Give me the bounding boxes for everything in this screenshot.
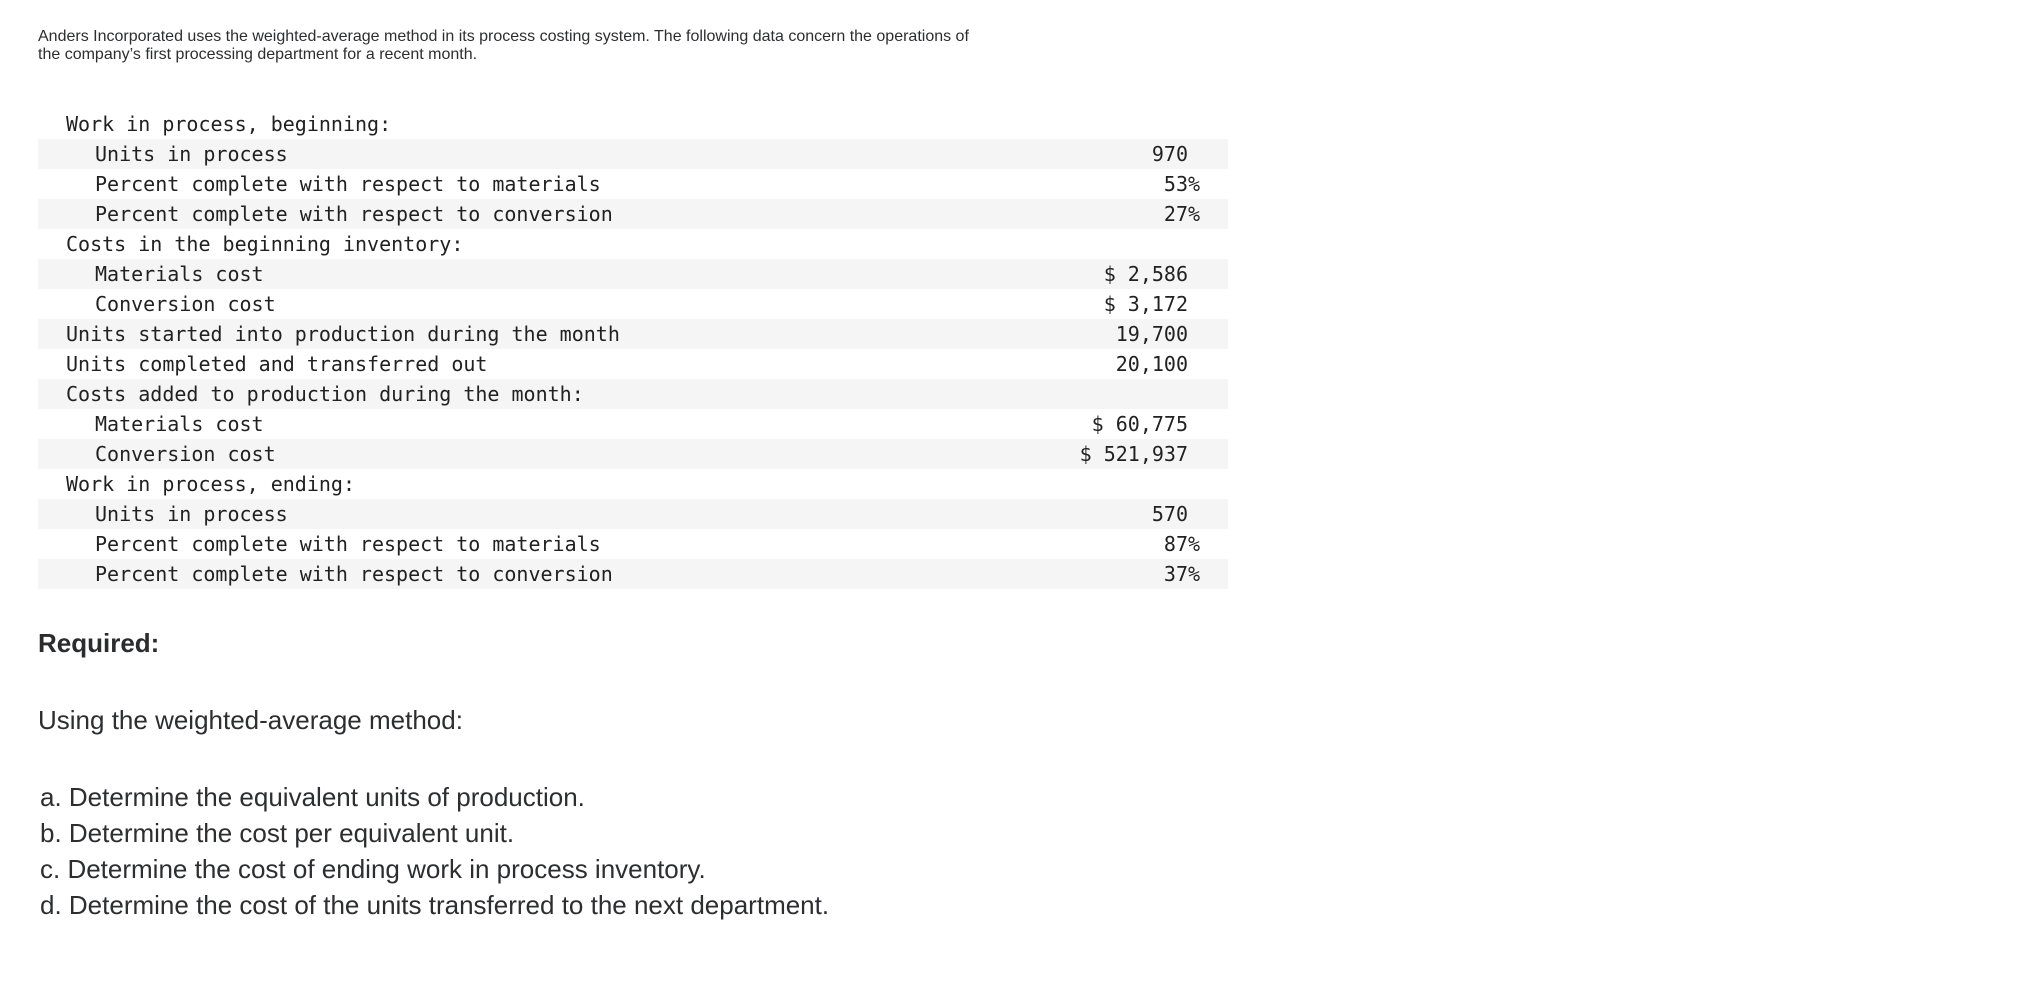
required-list: a. Determine the equivalent units of pro… — [38, 779, 1994, 923]
table-row: Work in process, beginning: — [38, 109, 1228, 139]
row-label: Percent complete with respect to convers… — [95, 562, 613, 586]
row-label: Costs in the beginning inventory: — [66, 232, 464, 256]
row-value: $ 521,937 — [1079, 442, 1188, 466]
row-value-suffix: % — [1188, 532, 1201, 556]
problem-statement-line1: Anders Incorporated uses the weighted-av… — [38, 28, 969, 45]
row-label: Conversion cost — [95, 442, 276, 466]
row-value: 87 — [1163, 532, 1188, 556]
table-row: Materials cost $ 60,775 — [38, 409, 1228, 439]
row-label: Materials cost — [95, 262, 264, 286]
row-label: Costs added to production during the mon… — [66, 382, 584, 406]
table-row: Costs in the beginning inventory: — [38, 229, 1228, 259]
table-row: Percent complete with respect to materia… — [38, 529, 1228, 559]
problem-page: Anders Incorporated uses the weighted-av… — [38, 28, 1994, 923]
row-value: 970 — [1151, 142, 1188, 166]
row-label: Materials cost — [95, 412, 264, 436]
required-item: a. Determine the equivalent units of pro… — [40, 782, 585, 812]
required-item: c. Determine the cost of ending work in … — [40, 854, 706, 884]
process-costing-data-table: Work in process, beginning: Units in proc… — [38, 109, 1228, 589]
row-label: Units started into production during the… — [66, 322, 620, 346]
row-label: Percent complete with respect to convers… — [95, 202, 613, 226]
required-item: d. Determine the cost of the units trans… — [40, 890, 830, 920]
table-row: Conversion cost $ 521,937 — [38, 439, 1228, 469]
row-value: 53 — [1163, 172, 1188, 196]
row-value-suffix: % — [1188, 202, 1201, 226]
table-row: Units completed and transferred out 20,10… — [38, 349, 1228, 379]
row-value: 19,700 — [1115, 322, 1188, 346]
row-label: Percent complete with respect to materia… — [95, 532, 601, 556]
row-value-suffix: % — [1188, 172, 1201, 196]
row-label: Work in process, beginning: — [66, 112, 392, 136]
row-value: $ 60,775 — [1091, 412, 1188, 436]
row-value: 20,100 — [1115, 352, 1188, 376]
required-heading: Required: — [38, 628, 160, 658]
row-label: Work in process, ending: — [66, 472, 355, 496]
row-label: Percent complete with respect to materia… — [95, 172, 601, 196]
row-value: 37 — [1163, 562, 1188, 586]
table-row: Units in process 570 — [38, 499, 1228, 529]
row-value: 570 — [1151, 502, 1188, 526]
table-row: Work in process, ending: — [38, 469, 1228, 499]
table-row: Materials cost $ 2,586 — [38, 259, 1228, 289]
row-label: Conversion cost — [95, 292, 276, 316]
row-label: Units completed and transferred out — [66, 352, 488, 376]
row-value-suffix: % — [1188, 562, 1201, 586]
table-row: Units started into production during the… — [38, 319, 1228, 349]
table-row: Costs added to production during the mon… — [38, 379, 1228, 409]
table-row: Percent complete with respect to convers… — [38, 559, 1228, 589]
table-row: Percent complete with respect to convers… — [38, 199, 1228, 229]
row-value: $ 2,586 — [1103, 262, 1188, 286]
row-label: Units in process — [95, 142, 288, 166]
row-label: Units in process — [95, 502, 288, 526]
required-intro: Using the weighted-average method: — [38, 705, 463, 735]
problem-statement-line2: the company’s first processing departmen… — [38, 46, 478, 63]
required-item: b. Determine the cost per equivalent uni… — [40, 818, 515, 848]
row-value: $ 3,172 — [1103, 292, 1188, 316]
table-row: Units in process 970 — [38, 139, 1228, 169]
row-value: 27 — [1163, 202, 1188, 226]
table-row: Percent complete with respect to materia… — [38, 169, 1228, 199]
table-row: Conversion cost $ 3,172 — [38, 289, 1228, 319]
